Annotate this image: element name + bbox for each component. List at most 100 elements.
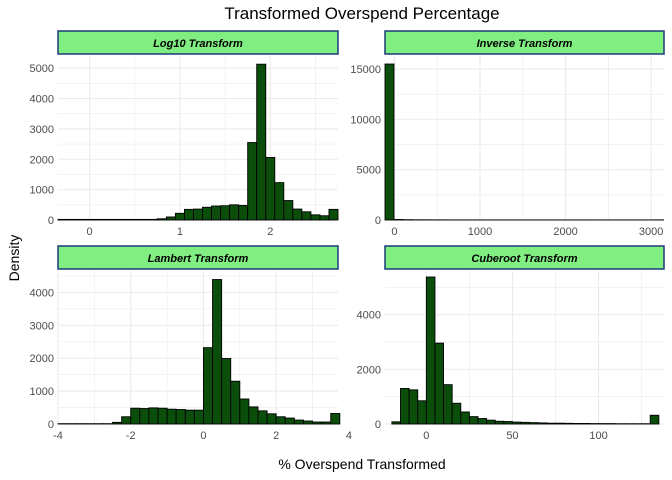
histogram-bar [330, 413, 341, 425]
y-tick-label: 2000 [30, 353, 54, 365]
histogram-bar [57, 218, 68, 221]
histogram-bar [120, 218, 131, 221]
histogram-bar [563, 422, 574, 425]
x-tick-label: 2000 [553, 226, 577, 238]
y-tick-label: 1000 [30, 185, 54, 197]
y-tick-label: 10000 [350, 114, 381, 126]
histogram-bar [111, 218, 122, 221]
histogram-bar [239, 398, 250, 425]
histogram-bar [301, 211, 312, 221]
y-tick-label: 2000 [357, 364, 381, 376]
histogram-bar [520, 421, 531, 425]
histogram-bar [511, 421, 522, 425]
histogram-bar [486, 419, 496, 425]
histogram-bar [147, 218, 158, 221]
histogram-bar [393, 219, 404, 221]
histogram-bar [443, 384, 453, 425]
histogram-bar [247, 142, 258, 221]
histogram-bar [75, 218, 86, 221]
facet-strip [57, 30, 339, 55]
x-tick-label: 2 [267, 226, 273, 238]
facet-panel: 0 1000 2000 3000 4000 -4 -2 0 2 4 Lambert Transfor… [30, 245, 352, 442]
histogram-bar [257, 410, 268, 425]
histogram-bar [211, 205, 222, 221]
histogram-bar [193, 409, 204, 425]
histogram-bar [202, 206, 212, 221]
histogram-bar [220, 205, 231, 221]
chart-title: Transformed Overspend Percentage [224, 4, 499, 23]
histogram-bar [130, 407, 141, 425]
histogram-bar [184, 409, 195, 425]
histogram-bar [468, 416, 479, 425]
histogram-bar [266, 413, 277, 425]
histogram-bar [537, 422, 548, 425]
x-tick-label: 0 [200, 430, 206, 442]
histogram-bar [229, 204, 240, 221]
histogram-bar [156, 218, 167, 221]
histogram-bar [391, 421, 401, 425]
y-tick-label: 0 [375, 419, 381, 431]
histogram-bar [102, 218, 113, 221]
histogram-bar [157, 407, 168, 425]
facet-strip [384, 30, 665, 55]
histogram-bar [148, 407, 159, 425]
y-tick-label: 3000 [30, 320, 54, 332]
histogram-bar [129, 218, 140, 221]
y-tick-label: 4000 [30, 287, 54, 299]
histogram-bar [400, 388, 410, 425]
histogram-bar [328, 208, 339, 221]
histogram-bar [529, 422, 539, 425]
y-tick-label: 5000 [357, 165, 381, 177]
histogram-bar [572, 423, 582, 425]
histogram-bar [417, 400, 427, 425]
x-tick-label: -2 [126, 430, 136, 442]
histogram-bar [283, 200, 294, 221]
y-tick-label: 15000 [350, 64, 381, 76]
histogram-bar [546, 422, 556, 425]
x-tick-label: 2 [273, 430, 279, 442]
facet-strip [384, 245, 665, 270]
histogram-bar [494, 420, 505, 425]
x-tick-label: 0 [87, 226, 93, 238]
y-tick-label: 1000 [30, 386, 54, 398]
histogram-bar [166, 408, 177, 425]
y-tick-label: 2000 [30, 154, 54, 166]
x-axis-title: % Overspend Transformed [278, 456, 445, 472]
facet-panel: 0 1000 2000 3000 4000 5000 0 1 2 Log10 Transform [30, 30, 339, 238]
facet-strip-label: Log10 Transform [153, 38, 243, 50]
y-tick-label: 4000 [357, 310, 381, 322]
facet-strip-label: Lambert Transform [148, 253, 249, 265]
facet-strip [57, 245, 339, 270]
histogram-bar [256, 63, 267, 221]
histogram-bar [303, 420, 313, 425]
histogram-bar [460, 411, 470, 425]
x-tick-label: 100 [589, 430, 607, 442]
histogram-bar [174, 212, 185, 221]
histogram-bar [451, 402, 462, 425]
y-tick-label: 3000 [30, 124, 54, 136]
histogram-bar [312, 421, 323, 425]
histogram-bar [477, 418, 488, 425]
histogram-bar [284, 417, 295, 425]
histogram-bar [275, 416, 286, 425]
histogram-bar [434, 342, 445, 425]
histogram-bar [112, 421, 123, 425]
histogram-bar [293, 419, 304, 425]
histogram-bar [138, 218, 149, 221]
histogram-bar [425, 276, 436, 425]
histogram-bar [203, 347, 213, 425]
histogram-bar [93, 218, 104, 221]
histogram-bar [230, 380, 241, 425]
y-axis-title: Density [6, 235, 22, 282]
x-tick-label: 0 [391, 226, 397, 238]
histogram-bar [274, 182, 285, 221]
histogram-bar [139, 408, 150, 425]
y-tick-label: 4000 [30, 94, 54, 106]
y-tick-label: 0 [375, 215, 381, 227]
facet-panel: 0 2000 4000 0 50 100 Cuberoot Transform [357, 245, 665, 442]
y-tick-label: 0 [48, 419, 54, 431]
histogram-bar [165, 216, 176, 221]
histogram-bar [580, 423, 591, 425]
